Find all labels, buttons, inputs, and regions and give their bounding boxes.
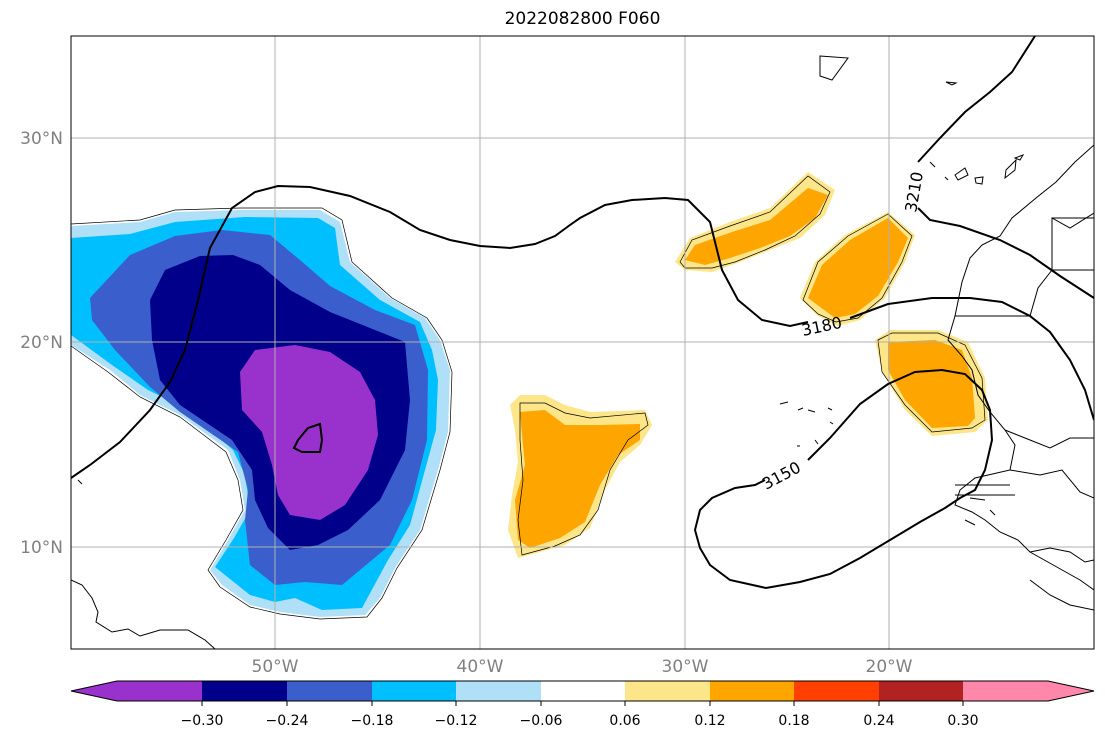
patch-central-atlantic-outline xyxy=(517,402,649,556)
colorbar-bin-2 xyxy=(287,681,372,701)
colorbar-tick-9: 0.24 xyxy=(863,713,894,729)
contour-low-closed xyxy=(292,422,324,453)
lat-label-30n: 30°N xyxy=(20,129,63,149)
height-contours xyxy=(71,36,1094,590)
colorbar-bin-1 xyxy=(202,681,287,701)
contour-label-3210: 3210 xyxy=(901,170,927,213)
coastlines xyxy=(71,55,1094,649)
patch-central-atlantic-orange xyxy=(515,410,640,548)
colorbar-extend-high xyxy=(963,681,1094,701)
lat-label-20n: 20°N xyxy=(20,333,63,353)
positive-anomaly-regions xyxy=(508,172,988,558)
contour-3210-line xyxy=(917,36,1094,299)
colorbar-tick-5: −0.06 xyxy=(520,713,563,729)
map-title: 2022082800 F060 xyxy=(504,9,661,29)
map-frame xyxy=(70,35,1095,650)
colorbar-tick-10: 0.30 xyxy=(947,713,978,729)
contour-3150-line xyxy=(693,368,994,590)
colorbar-bin-5 xyxy=(541,681,625,701)
colorbar-tick-6: 0.06 xyxy=(609,713,640,729)
colorbar-bin-4 xyxy=(456,681,541,701)
patch-north-1-outline xyxy=(679,175,831,269)
colorbar-tick-2: −0.24 xyxy=(266,713,309,729)
negative-outline xyxy=(71,207,453,620)
lon-label-40w: 40°W xyxy=(457,657,504,677)
colorbar-tick-3: −0.18 xyxy=(351,713,394,729)
latitude-labels: 30°N 20°N 10°N xyxy=(20,129,63,558)
patch-coast-orange xyxy=(888,340,975,428)
patch-coast-outline xyxy=(877,332,986,433)
lon-label-50w: 50°W xyxy=(252,657,299,677)
contour-label-3180: 3180 xyxy=(800,313,844,340)
colorbar-tick-4: −0.12 xyxy=(435,713,478,729)
patch-north-1-orange xyxy=(685,188,828,265)
longitude-labels: 50°W 40°W 30°W 20°W xyxy=(252,657,913,677)
map-area: 3210 3180 3150 xyxy=(71,36,1094,649)
colorbar-tick-8: 0.18 xyxy=(778,713,809,729)
contour-label-3150: 3150 xyxy=(759,458,804,494)
contour-3180-line xyxy=(71,184,1094,479)
colorbar-bin-8 xyxy=(794,681,879,701)
colorbar-bin-6 xyxy=(625,681,710,701)
colorbar: −0.30 −0.24 −0.18 −0.12 −0.06 0.06 0.12 … xyxy=(70,680,1095,729)
patch-north-2-outline xyxy=(802,213,913,323)
lat-label-10n: 10°N xyxy=(20,538,63,558)
graticule xyxy=(71,36,1094,649)
colorbar-outline xyxy=(70,680,1095,702)
colorbar-bin-7 xyxy=(710,681,794,701)
negative-anomaly-region xyxy=(71,207,453,620)
lon-label-20w: 20°W xyxy=(866,657,913,677)
colorbar-tick-7: 0.12 xyxy=(694,713,725,729)
colorbar-tick-1: −0.30 xyxy=(181,713,224,729)
colorbar-bin-3 xyxy=(372,681,456,701)
patch-north-2-orange xyxy=(808,218,908,318)
colorbar-bin-9 xyxy=(879,681,963,701)
colorbar-extend-low xyxy=(71,681,202,701)
lon-label-30w: 30°W xyxy=(662,657,709,677)
